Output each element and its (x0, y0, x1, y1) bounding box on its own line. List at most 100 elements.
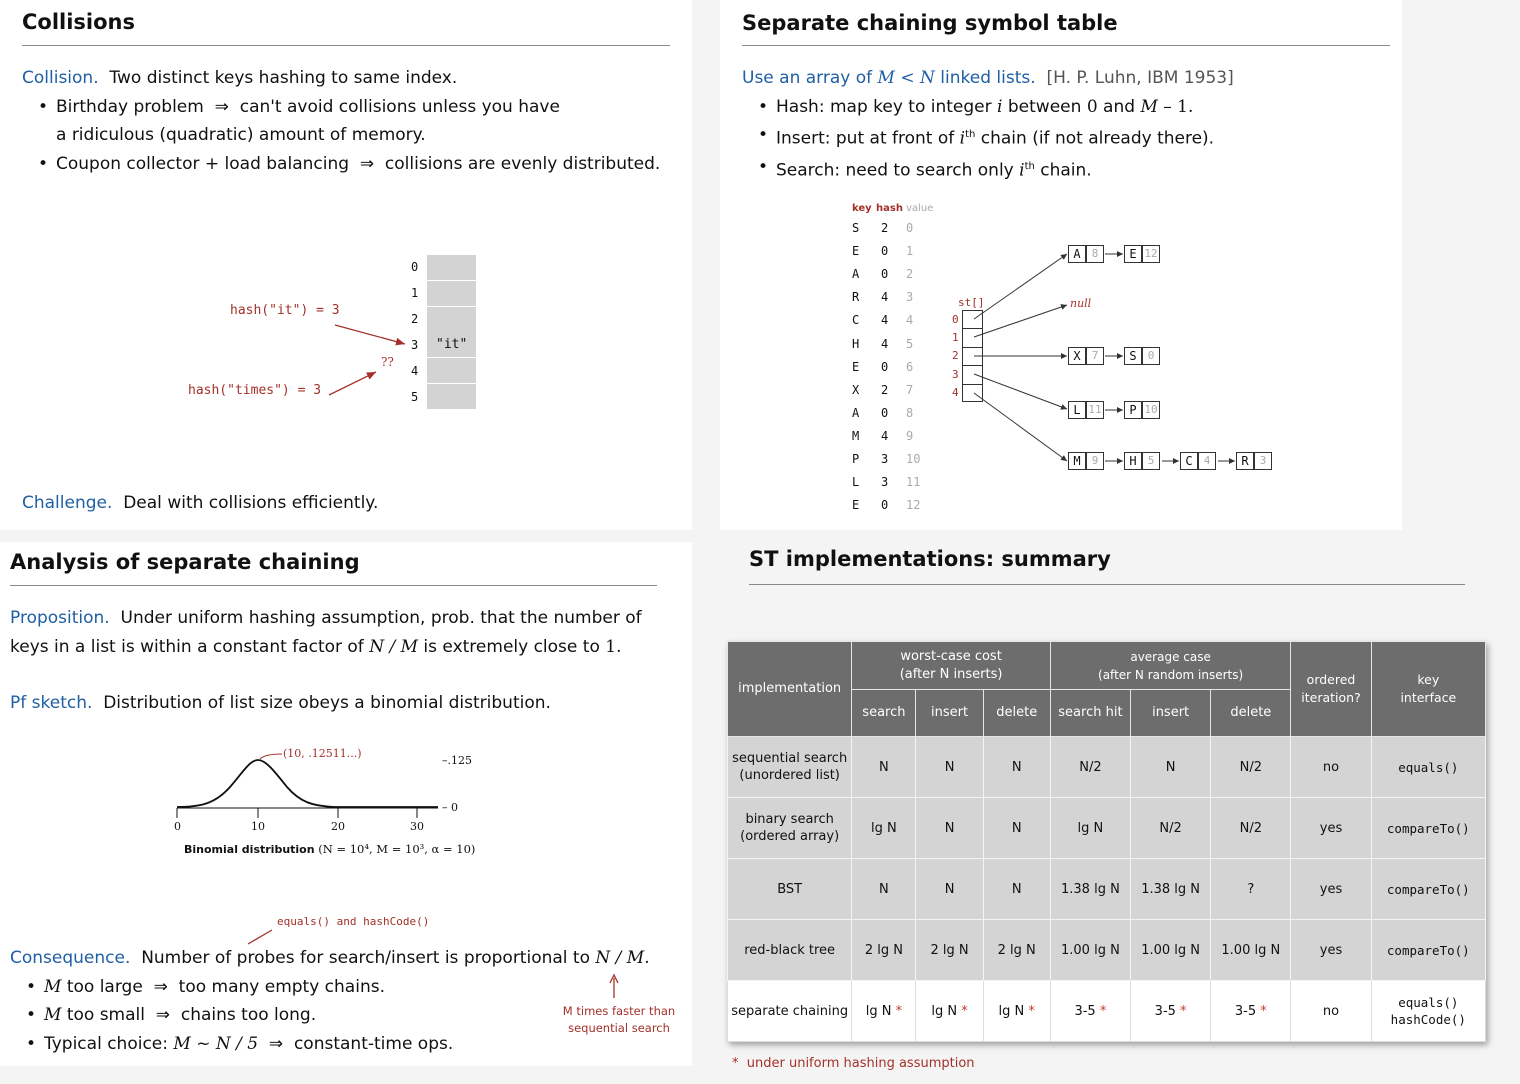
bullet-item: Hash: map key to integer i between 0 and… (742, 93, 1392, 122)
key-cell: compareTo() (1370, 919, 1487, 981)
link-line (973, 304, 1068, 338)
summary-title: ST implementations: summary (749, 547, 1111, 571)
math-symbol: M (877, 68, 895, 88)
key-cell: compareTo() (1370, 858, 1487, 920)
ordered-cell: no (1290, 980, 1372, 1042)
array-slot (427, 332, 476, 358)
value-cell: 12 (906, 498, 921, 513)
cost-cell: 2 lg N (915, 919, 984, 981)
cost-cell: N/2 (1210, 797, 1292, 859)
arrow-symbol: ⇒ (359, 153, 375, 174)
consequence-label: Consequence. (10, 948, 131, 968)
chain-links (973, 251, 1235, 464)
arrow-symbol: ⇒ (155, 1005, 171, 1025)
superscript: th (965, 129, 976, 140)
value-cell: 11 (906, 475, 921, 490)
faster-line: sequential search (568, 1021, 670, 1035)
lead-line: Use an array of M < N linked lists. [H. … (742, 64, 1392, 93)
hash-cell: 0 (881, 359, 889, 374)
value-cell: 10 (906, 452, 921, 466)
math-symbol: < (894, 68, 921, 88)
bullet-text: too many empty chains. (178, 976, 385, 997)
peak-label: (10, .12511...) (283, 747, 362, 760)
st-index: 1 (952, 331, 959, 344)
key-cell: compareTo() (1370, 797, 1487, 859)
key-cell: R (852, 290, 860, 305)
bullet-text: constant-time ops. (293, 1033, 454, 1054)
lead-text: Use an array of (742, 68, 878, 88)
math-symbol: N / M. (595, 948, 650, 968)
math-symbol: N (920, 68, 935, 88)
footnote: * under uniform hashing assumption (732, 1056, 975, 1071)
slot-value: "it" (436, 337, 468, 352)
x-tick-label: 20 (331, 820, 345, 833)
key-cell: X (852, 382, 860, 397)
col-value-header: value (906, 203, 934, 214)
faster-line: M times faster than (562, 1004, 676, 1018)
plot-caption: Binomial distribution (N = 10⁴, M = 10³,… (184, 842, 475, 856)
bullet-text: chains too long. (180, 1005, 317, 1025)
header-sub: delete (1210, 689, 1292, 737)
cost-cell: 1.38 lg N (1049, 858, 1132, 920)
bullet-continuation: a ridiculous (quadratic) amount of memor… (22, 121, 682, 150)
citation: [H. P. Luhn, IBM 1953] (1046, 68, 1234, 88)
cost-cell: N (851, 858, 917, 920)
peak-pointer (259, 753, 283, 760)
title-rule (22, 45, 670, 46)
proposition-label: Proposition. (10, 608, 110, 628)
cost-cell: 1.00 lg N (1210, 919, 1292, 981)
hash-cell: 0 (881, 498, 889, 513)
cost-cell: 1.38 lg N (1130, 858, 1212, 920)
equals-pointer (247, 929, 273, 945)
cost-cell: 1.00 lg N (1130, 919, 1212, 981)
cost-cell: N/2 (1210, 736, 1292, 798)
collisions-body: Collision. Two distinct keys hashing to … (22, 64, 682, 178)
x-tick-label: 10 (251, 820, 265, 833)
impl-cell: separate chaining (726, 980, 853, 1042)
null-label: null (1070, 297, 1092, 310)
math-symbol: N / M (369, 636, 419, 657)
cost-cell: lg N * (915, 980, 984, 1042)
cost-cell: N (915, 797, 984, 859)
math-symbol: i (1019, 160, 1025, 181)
chain-node: E 12 (1124, 245, 1160, 263)
math-symbol: i (959, 128, 966, 149)
math-symbol: M (44, 1005, 62, 1025)
bullet-text: Hash: map key to integer (776, 96, 998, 117)
key-cell: E (852, 359, 860, 374)
x-tick-label: 0 (174, 820, 181, 833)
cost-cell: 2 lg N (851, 919, 917, 981)
bullet-text: collisions are evenly distributed. (384, 153, 661, 174)
bullet-text: chain. (1034, 160, 1092, 181)
header-sub: search hit (1049, 689, 1132, 737)
col-hash-header: hash (876, 203, 903, 214)
cost-cell: ? (1210, 858, 1292, 920)
header-sub: insert (915, 689, 984, 737)
array-slot (427, 255, 476, 281)
bullet-item: Coupon collector + load balancing ⇒ coll… (22, 150, 682, 179)
bullet-item: Search: need to search only ith chain. (742, 153, 1392, 185)
value-cell: 9 (906, 428, 914, 443)
separate-chaining-panel: Separate chaining symbol table Use an ar… (720, 0, 1402, 530)
x-tick-label: 30 (410, 820, 424, 833)
math-symbol: M ~ N / 5 (173, 1033, 259, 1054)
hash-cell: 2 (881, 221, 889, 235)
bullet-text: can't avoid collisions unless you have (239, 96, 560, 117)
st-index: 4 (952, 386, 959, 399)
cost-cell: lg N (1049, 797, 1132, 859)
bullet-item: Insert: put at front of ith chain (if no… (742, 121, 1392, 153)
hash-cell: 4 (881, 313, 889, 328)
summary-body: sequential search (unordered list) N N N N/2 N… (726, 736, 1487, 1042)
hash-cell: 3 (881, 475, 889, 490)
header-average-case: average case (after N random inserts) (1049, 641, 1292, 690)
value-cell: 3 (906, 290, 914, 305)
challenge: Challenge. Deal with collisions efficien… (22, 489, 378, 518)
math-symbol: 0 (1086, 96, 1098, 117)
table-row: sequential search (unordered list) N N N N/2 N… (726, 736, 1487, 798)
key-cell: H (852, 336, 860, 351)
st-index: 3 (952, 368, 959, 381)
title-rule (742, 45, 1390, 46)
array-slot (427, 384, 476, 410)
